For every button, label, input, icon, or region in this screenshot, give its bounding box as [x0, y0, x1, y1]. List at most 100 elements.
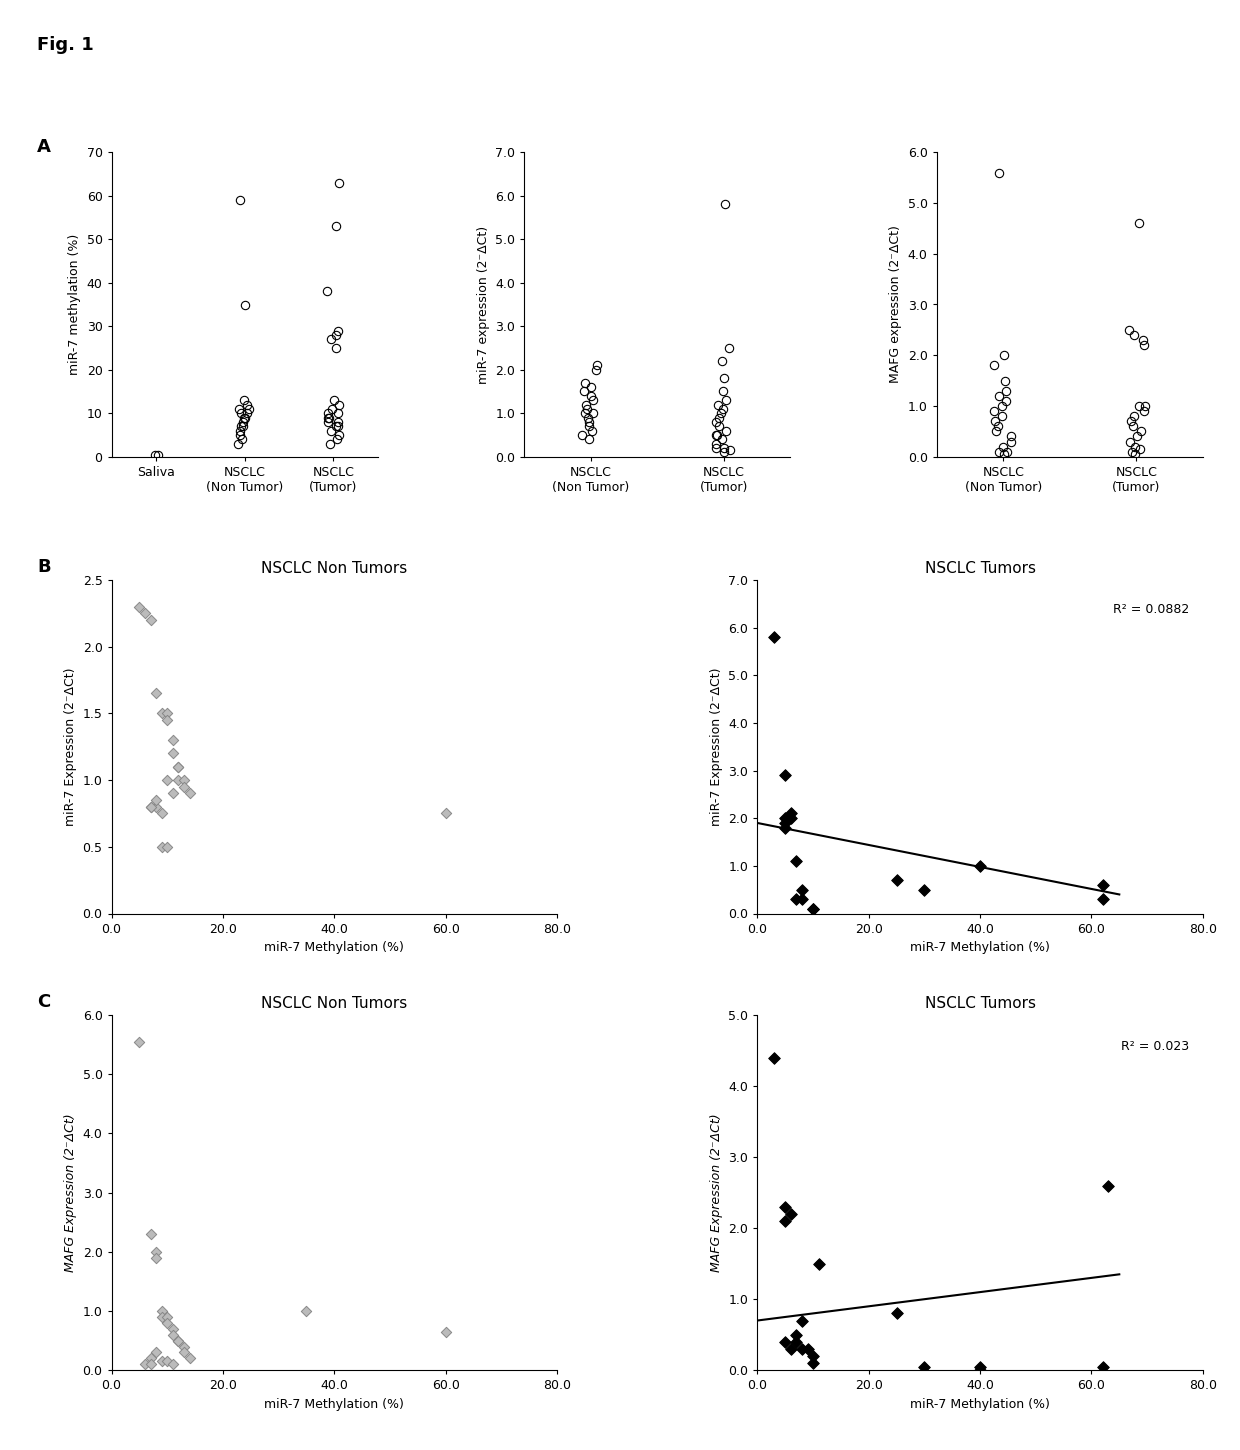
Point — [180, 782, 200, 805]
Point — [915, 879, 935, 902]
Text: A: A — [37, 138, 51, 155]
Point — [781, 802, 801, 825]
Y-axis label: MAFG Expression (2⁻ΔCt): MAFG Expression (2⁻ΔCt) — [64, 1114, 77, 1272]
Point — [804, 1344, 823, 1367]
Point — [764, 1045, 784, 1069]
Point — [140, 795, 160, 818]
Point — [151, 1299, 171, 1322]
Text: R² = 0.023: R² = 0.023 — [1121, 1040, 1189, 1053]
Point — [135, 1353, 155, 1376]
Point — [174, 1341, 193, 1364]
Y-axis label: miR-7 expression (2⁻ΔCt): miR-7 expression (2⁻ΔCt) — [476, 225, 490, 384]
Point — [151, 1350, 171, 1373]
Point — [970, 854, 990, 877]
Point — [162, 1353, 182, 1376]
Point — [140, 1347, 160, 1370]
Point — [140, 1222, 160, 1246]
X-axis label: miR-7 Methylation (%): miR-7 Methylation (%) — [910, 1398, 1050, 1411]
Point — [792, 879, 812, 902]
Point — [146, 1341, 166, 1364]
Point — [174, 768, 193, 792]
Point — [151, 835, 171, 858]
Point — [1092, 887, 1112, 911]
Point — [804, 898, 823, 921]
Point — [157, 702, 177, 725]
Point — [157, 1305, 177, 1328]
Point — [970, 1356, 990, 1379]
Point — [775, 1195, 795, 1218]
Point — [157, 1350, 177, 1373]
Point — [157, 709, 177, 732]
Point — [786, 887, 806, 911]
Y-axis label: miR-7 Expression (2⁻ΔCt): miR-7 Expression (2⁻ΔCt) — [709, 667, 723, 826]
Point — [804, 898, 823, 921]
Y-axis label: MAFG Expression (2⁻ΔCt): MAFG Expression (2⁻ΔCt) — [709, 1114, 723, 1272]
Point — [792, 1309, 812, 1333]
Point — [792, 1337, 812, 1360]
Point — [775, 1330, 795, 1353]
Point — [781, 1202, 801, 1225]
Point — [151, 802, 171, 825]
Text: C: C — [37, 993, 51, 1011]
Point — [764, 625, 784, 648]
Point — [169, 1330, 188, 1353]
Text: R² = 0.0882: R² = 0.0882 — [1114, 603, 1189, 616]
Point — [1099, 1174, 1118, 1198]
Y-axis label: miR-7 methylation (%): miR-7 methylation (%) — [68, 233, 81, 376]
Point — [140, 1353, 160, 1376]
Point — [169, 1330, 188, 1353]
Point — [129, 594, 149, 618]
Point — [135, 602, 155, 625]
Point — [129, 1030, 149, 1053]
Point — [808, 1253, 828, 1276]
Point — [157, 1311, 177, 1334]
Y-axis label: MAFG expression (2⁻ΔCt): MAFG expression (2⁻ΔCt) — [889, 226, 901, 383]
Point — [162, 782, 182, 805]
Point — [435, 1320, 455, 1343]
Y-axis label: miR-7 Expression (2⁻ΔCt): miR-7 Expression (2⁻ΔCt) — [64, 667, 77, 826]
Point — [174, 1335, 193, 1359]
X-axis label: miR-7 Methylation (%): miR-7 Methylation (%) — [264, 941, 404, 954]
Point — [140, 609, 160, 632]
Point — [162, 1317, 182, 1340]
X-axis label: miR-7 Methylation (%): miR-7 Methylation (%) — [910, 941, 1050, 954]
Point — [887, 1302, 906, 1325]
Point — [435, 802, 455, 825]
Point — [174, 776, 193, 799]
Point — [797, 1337, 817, 1360]
Point — [775, 806, 795, 829]
Point — [169, 768, 188, 792]
Title: NSCLC Non Tumors: NSCLC Non Tumors — [262, 996, 408, 1011]
Point — [146, 795, 166, 818]
Point — [1092, 873, 1112, 896]
Point — [162, 728, 182, 751]
Point — [775, 812, 795, 835]
X-axis label: miR-7 Methylation (%): miR-7 Methylation (%) — [264, 1398, 404, 1411]
Title: NSCLC Non Tumors: NSCLC Non Tumors — [262, 561, 408, 576]
Point — [140, 795, 160, 818]
Text: B: B — [37, 558, 51, 576]
Point — [162, 742, 182, 766]
Point — [970, 1359, 990, 1382]
Point — [786, 850, 806, 873]
Point — [157, 835, 177, 858]
Point — [775, 764, 795, 787]
Point — [157, 768, 177, 792]
Point — [169, 755, 188, 779]
Point — [1092, 1356, 1112, 1379]
Point — [775, 1209, 795, 1232]
Point — [887, 869, 906, 892]
Point — [151, 702, 171, 725]
Point — [781, 806, 801, 829]
Point — [804, 1351, 823, 1375]
Point — [146, 1246, 166, 1269]
Point — [915, 1356, 935, 1379]
Point — [786, 1330, 806, 1353]
Point — [792, 887, 812, 911]
Point — [180, 1347, 200, 1370]
Point — [146, 682, 166, 705]
Text: Fig. 1: Fig. 1 — [37, 36, 94, 54]
Point — [146, 789, 166, 812]
Title: NSCLC Tumors: NSCLC Tumors — [925, 996, 1035, 1011]
Title: NSCLC Tumors: NSCLC Tumors — [925, 561, 1035, 576]
